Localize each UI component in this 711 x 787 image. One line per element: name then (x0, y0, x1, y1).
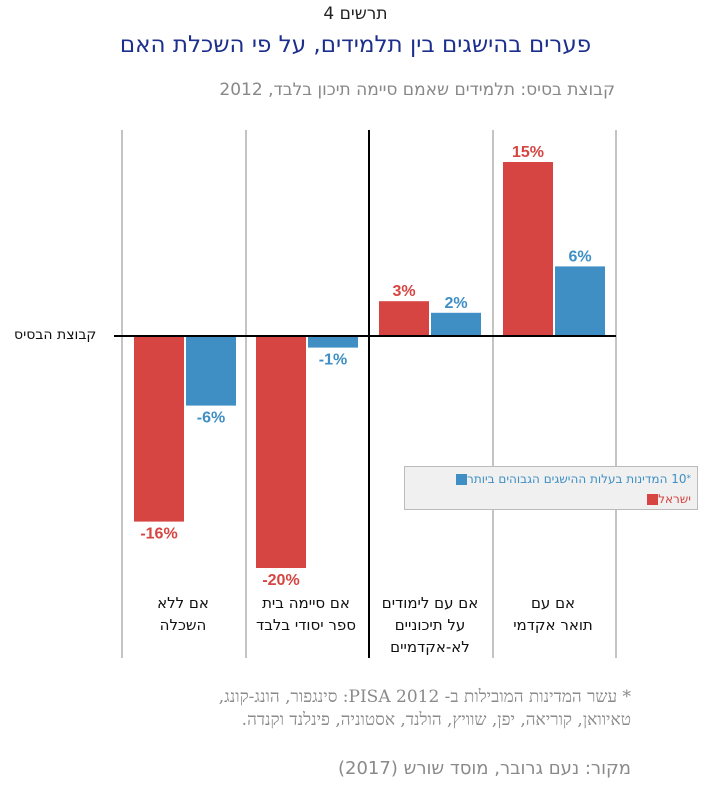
category-label-line: אם סיימה בית (262, 594, 350, 612)
data-label: -1% (319, 352, 347, 369)
chart-title: פערים בהישגים בין תלמידים, על פי השכלת ה… (119, 32, 592, 58)
figure-label: תרשים 4 (323, 4, 388, 24)
chart-subtitle: קבוצת בסיס: תלמידים שאמם סיימה תיכון בלב… (219, 80, 615, 100)
category-label-line: לא-אקדמיים (390, 638, 470, 656)
legend-swatch-israel (647, 493, 659, 505)
legend-label-israel: ישראל (658, 492, 691, 506)
footnote-line: * עשר המדינות המובילות ב- 2012 PISA: סינ… (218, 687, 631, 707)
footnote: * עשר המדינות המובילות ב- 2012 PISA: סינ… (31, 686, 631, 732)
category-label-line: אם ללא (157, 594, 209, 612)
footnote-line: טאיוואן, קוריאה, יפן, שוויץ, הולנד, אסטו… (241, 710, 631, 730)
baseline-label: קבוצת הבסיס (14, 327, 97, 343)
legend-label-top10: 10 המדינות בעלות ההישגים הגבוהים ביותר (467, 472, 687, 486)
bar-top10 (186, 336, 236, 406)
category-label-no-education: אם ללא השכלה (124, 592, 242, 636)
legend-swatch-top10 (456, 473, 468, 485)
category-label-line: אם עם (530, 594, 576, 612)
category-label-line: תואר אקדמי (513, 616, 593, 634)
bar-top10 (555, 266, 605, 336)
bar-top10 (308, 336, 358, 348)
bar-israel (134, 336, 184, 522)
category-label-academic: אם עם תואר אקדמי (494, 592, 612, 636)
data-label: -20% (262, 572, 299, 589)
bar-israel (379, 301, 429, 336)
category-label-line: השכלה (159, 616, 207, 634)
source-note: מקור: נעם גרובר, מוסד שורש (2017) (338, 758, 631, 779)
category-label-line: אם עם לימודים (381, 594, 479, 612)
data-label: -16% (140, 526, 177, 543)
bar-top10 (431, 312, 481, 336)
category-label-elementary: אם סיימה בית ספר יסודי בלבד (247, 592, 365, 636)
data-label: 3% (392, 283, 415, 300)
data-label: 2% (444, 295, 467, 312)
legend-footnote-mark: * (686, 474, 692, 484)
data-label: 6% (568, 248, 591, 265)
category-label-line: על תיכוניים (394, 616, 466, 634)
category-label-post-secondary: אם עם לימודים על תיכוניים לא-אקדמיים (371, 592, 489, 658)
data-label: 15% (512, 144, 544, 161)
bar-israel (256, 336, 306, 568)
bar-israel (503, 162, 553, 336)
data-label: -6% (197, 410, 225, 427)
legend-item-top10: 10 המדינות בעלות ההישגים הגבוהים ביותר * (451, 472, 691, 486)
category-label-line: ספר יסודי בלבד (256, 616, 356, 634)
chart-legend: 10 המדינות בעלות ההישגים הגבוהים ביותר *… (404, 466, 698, 510)
legend-item-israel: ישראל (642, 492, 691, 506)
